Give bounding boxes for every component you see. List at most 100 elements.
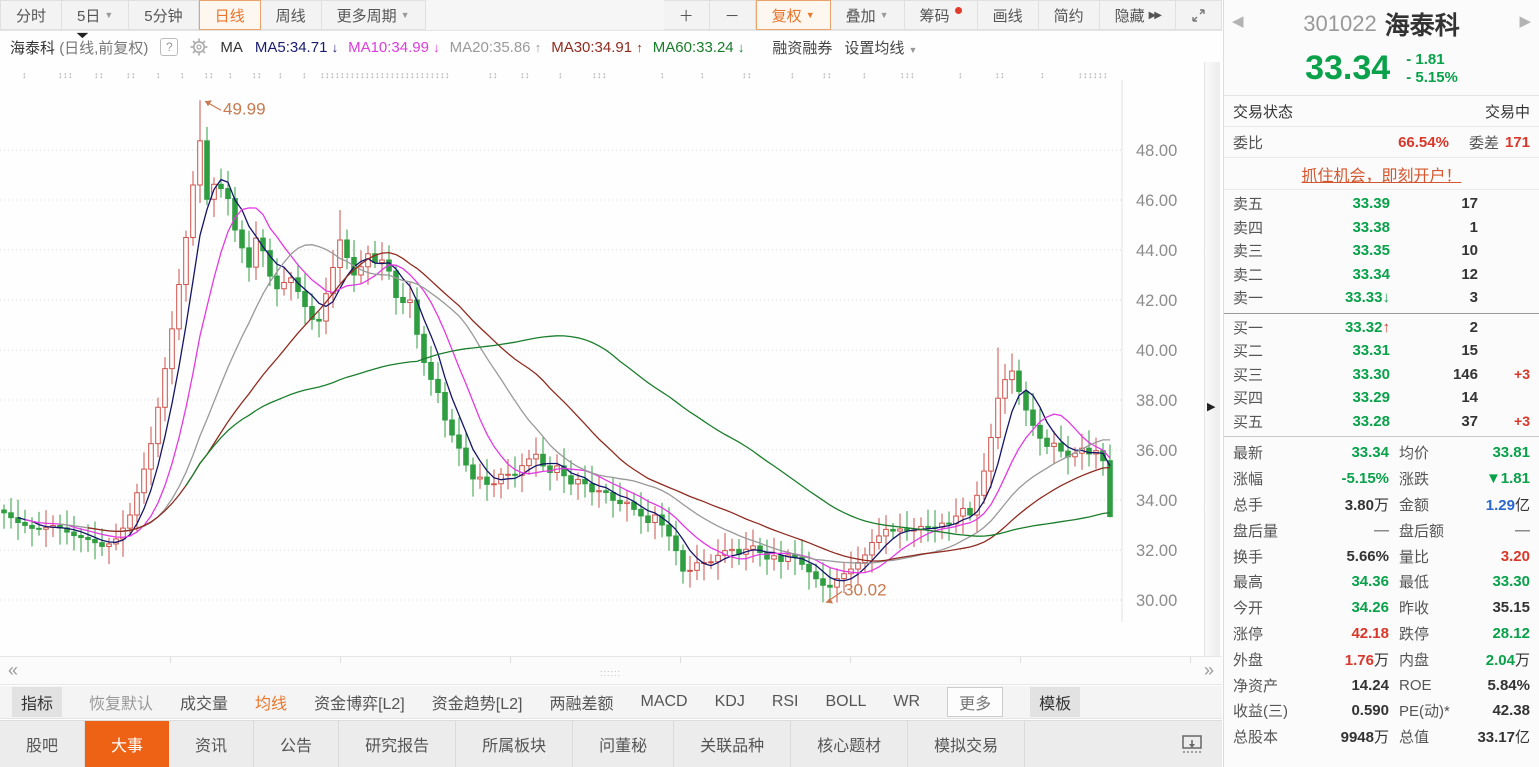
- help-icon[interactable]: ?: [160, 38, 179, 56]
- toolbar-button-－[interactable]: －: [709, 0, 756, 30]
- scroll-left-button[interactable]: «: [8, 660, 19, 680]
- ma-value-item: MA30:34.91 ↑: [551, 38, 643, 56]
- stat-row: 最新 33.34 均价 33.81: [1233, 444, 1530, 463]
- dock-window-button[interactable]: [1180, 721, 1204, 767]
- indicator-tab-两融差额[interactable]: 两融差额: [549, 696, 614, 713]
- bid-row-买四[interactable]: 买四 33.29 14: [1233, 389, 1478, 408]
- stat-value: ▼1.81: [1485, 470, 1530, 488]
- toolbar-button-复权[interactable]: 复权 ▼: [755, 0, 831, 30]
- bid-row-买五[interactable]: 买五 33.28 37 +3: [1233, 412, 1530, 431]
- price-annotation: 49.99: [223, 99, 266, 118]
- bottom-tab-股吧[interactable]: 股吧: [0, 721, 86, 767]
- event-marker-icon: ↕↕↕: [900, 70, 915, 80]
- ma-info-bar: 海泰科 (日线,前复权) ? MA MA5:34.71 ↓ MA10:34.99 …: [0, 32, 1222, 62]
- stat-grid: 最新 33.34 均价 33.81 涨幅 -5.15% 涨跌 ▼1.81 总手 3.80万 金额 1.…: [1224, 437, 1539, 750]
- ask-row-卖五[interactable]: 卖五 33.39 17: [1233, 195, 1478, 214]
- toolbar-button-叠加[interactable]: 叠加 ▼: [830, 0, 905, 30]
- next-stock-button[interactable]: ▶: [1519, 13, 1531, 30]
- toolbar-button-分时[interactable]: 分时: [0, 0, 63, 30]
- toolbar-button-周线[interactable]: 周线: [260, 0, 322, 30]
- order-price: 33.38: [1352, 218, 1390, 236]
- stat-value: 35.15: [1492, 599, 1530, 617]
- chart-scrollbar[interactable]: « :::::: »: [0, 656, 1222, 685]
- bottom-tab-关联品种[interactable]: 关联品种: [674, 721, 792, 767]
- bottom-tab-研究报告[interactable]: 研究报告: [339, 721, 457, 767]
- event-marker-icon: ↕↕: [126, 70, 136, 80]
- bid-row-买二[interactable]: 买二 33.31 15: [1233, 342, 1478, 361]
- toolbar-button-画线[interactable]: 画线: [977, 0, 1039, 30]
- indicator-tab-均线[interactable]: 均线: [255, 696, 288, 713]
- indicator-tab-BOLL[interactable]: BOLL: [825, 693, 867, 710]
- bottom-tab-模拟交易[interactable]: 模拟交易: [908, 721, 1026, 767]
- y-axis-label: 34.00: [1136, 492, 1177, 510]
- bottom-tab-所属板块[interactable]: 所属板块: [456, 721, 574, 767]
- bid-row-买三[interactable]: 买三 33.30 146 +3: [1233, 365, 1530, 384]
- event-marker-icon: ↕: [790, 70, 795, 80]
- scroll-right-button[interactable]: »: [1203, 660, 1214, 680]
- chevron-down-icon: ▼: [879, 10, 889, 20]
- bottom-tab-公告[interactable]: 公告: [254, 721, 340, 767]
- scrollbar-drag-handle[interactable]: ::::::: [600, 668, 622, 678]
- toolbar-button-简约[interactable]: 简约: [1038, 0, 1100, 30]
- ma-value-item: MA60:33.24 ↓: [652, 38, 745, 56]
- event-marker-icon: ↕: [660, 70, 665, 80]
- ask-row-卖二[interactable]: 卖二 33.34 12: [1233, 265, 1478, 284]
- bottom-tab-大事[interactable]: 大事: [85, 721, 170, 767]
- event-marker-icon: ↕: [278, 70, 283, 80]
- stat-row: 换手 5.66% 量比 3.20: [1233, 547, 1530, 566]
- toolbar-button-5分钟[interactable]: 5分钟: [129, 0, 199, 30]
- indicator-tab-模板[interactable]: 模板: [1030, 687, 1081, 717]
- order-volume: 17: [1461, 195, 1478, 213]
- gear-icon[interactable]: [190, 38, 208, 56]
- indicator-tab-指标[interactable]: 指标: [12, 687, 63, 717]
- stat-value: —: [1374, 521, 1389, 539]
- toolbar-button-筹码[interactable]: 筹码: [904, 0, 978, 30]
- fullscreen-icon: [1192, 8, 1205, 22]
- indicator-tab-KDJ[interactable]: KDJ: [714, 693, 745, 710]
- fullscreen-button[interactable]: [1176, 0, 1222, 30]
- toolbar-button-＋[interactable]: ＋: [663, 0, 710, 30]
- indicator-tab-更多[interactable]: 更多: [947, 687, 1004, 717]
- order-volume-change: +3: [1514, 413, 1530, 430]
- indicator-tab-恢复默认[interactable]: 恢复默认: [89, 696, 154, 713]
- toolbar-button-5日[interactable]: 5日 ▼: [62, 0, 130, 30]
- bottom-tab-问董秘[interactable]: 问董秘: [573, 721, 675, 767]
- stat-value: 28.12: [1492, 624, 1530, 642]
- ask-row-卖四[interactable]: 卖四 33.38 1: [1233, 218, 1478, 237]
- bid-row-买一[interactable]: 买一 33.32↑ 2: [1233, 318, 1478, 337]
- event-marker-icon: ↕↕: [995, 70, 1005, 80]
- ask-row-卖一[interactable]: 卖一 33.33↓ 3: [1233, 289, 1478, 308]
- event-marker-icon: ↕: [1040, 70, 1045, 80]
- indicator-tab-MACD[interactable]: MACD: [640, 693, 688, 710]
- candlestick-chart[interactable]: 48.00 46.00 44.00 42.00 40.00 38.00 36.00 34.00…: [0, 62, 1222, 656]
- price-annotation: 30.02: [844, 581, 887, 600]
- ma-settings-button[interactable]: 设置均线 ▼: [844, 39, 918, 57]
- indicator-tab-WR[interactable]: WR: [893, 693, 921, 710]
- y-axis-label: 42.00: [1136, 292, 1177, 310]
- prev-stock-button[interactable]: ◀: [1232, 13, 1244, 30]
- indicator-tab-成交量[interactable]: 成交量: [180, 696, 229, 713]
- margin-trading-link[interactable]: 融资融券: [772, 39, 833, 57]
- toolbar-button-日线[interactable]: 日线: [198, 0, 261, 30]
- stat-value: 5.66%: [1346, 547, 1389, 565]
- panel-collapse-chevron-icon[interactable]: ▼: [72, 30, 93, 40]
- indicator-tab-资金趋势[L2][interactable]: 资金趋势[L2]: [431, 696, 523, 713]
- bottom-tab-资讯[interactable]: 资讯: [169, 721, 255, 767]
- indicator-tab-RSI[interactable]: RSI: [771, 693, 799, 710]
- y-axis-label: 44.00: [1136, 242, 1177, 260]
- bottom-tab-核心题材[interactable]: 核心题材: [791, 721, 909, 767]
- scrollbar-ticks: [0, 657, 1222, 663]
- stat-value: 33.34: [1351, 444, 1389, 462]
- toolbar-button-隐藏[interactable]: 隐藏 ▶▶: [1099, 0, 1176, 30]
- ask-row-卖三[interactable]: 卖三 33.35 10: [1233, 242, 1478, 261]
- ma-value-item: MA10:34.99 ↓: [348, 38, 440, 56]
- open-account-link[interactable]: 抓住机会，即刻开户！: [1301, 167, 1462, 185]
- ma30-line: [87, 251, 1111, 562]
- order-volume: 1: [1469, 218, 1478, 236]
- indicator-tab-资金博弈[L2][interactable]: 资金博弈[L2]: [314, 696, 405, 713]
- ma5-line: [17, 178, 1111, 582]
- ma-value-item: MA5:34.71 ↓: [254, 38, 339, 56]
- stat-row: 净资产 14.24 ROE 5.84%: [1233, 676, 1530, 695]
- toolbar-button-更多周期[interactable]: 更多周期 ▼: [321, 0, 426, 30]
- panel-collapse-handle[interactable]: ▶: [1204, 62, 1220, 656]
